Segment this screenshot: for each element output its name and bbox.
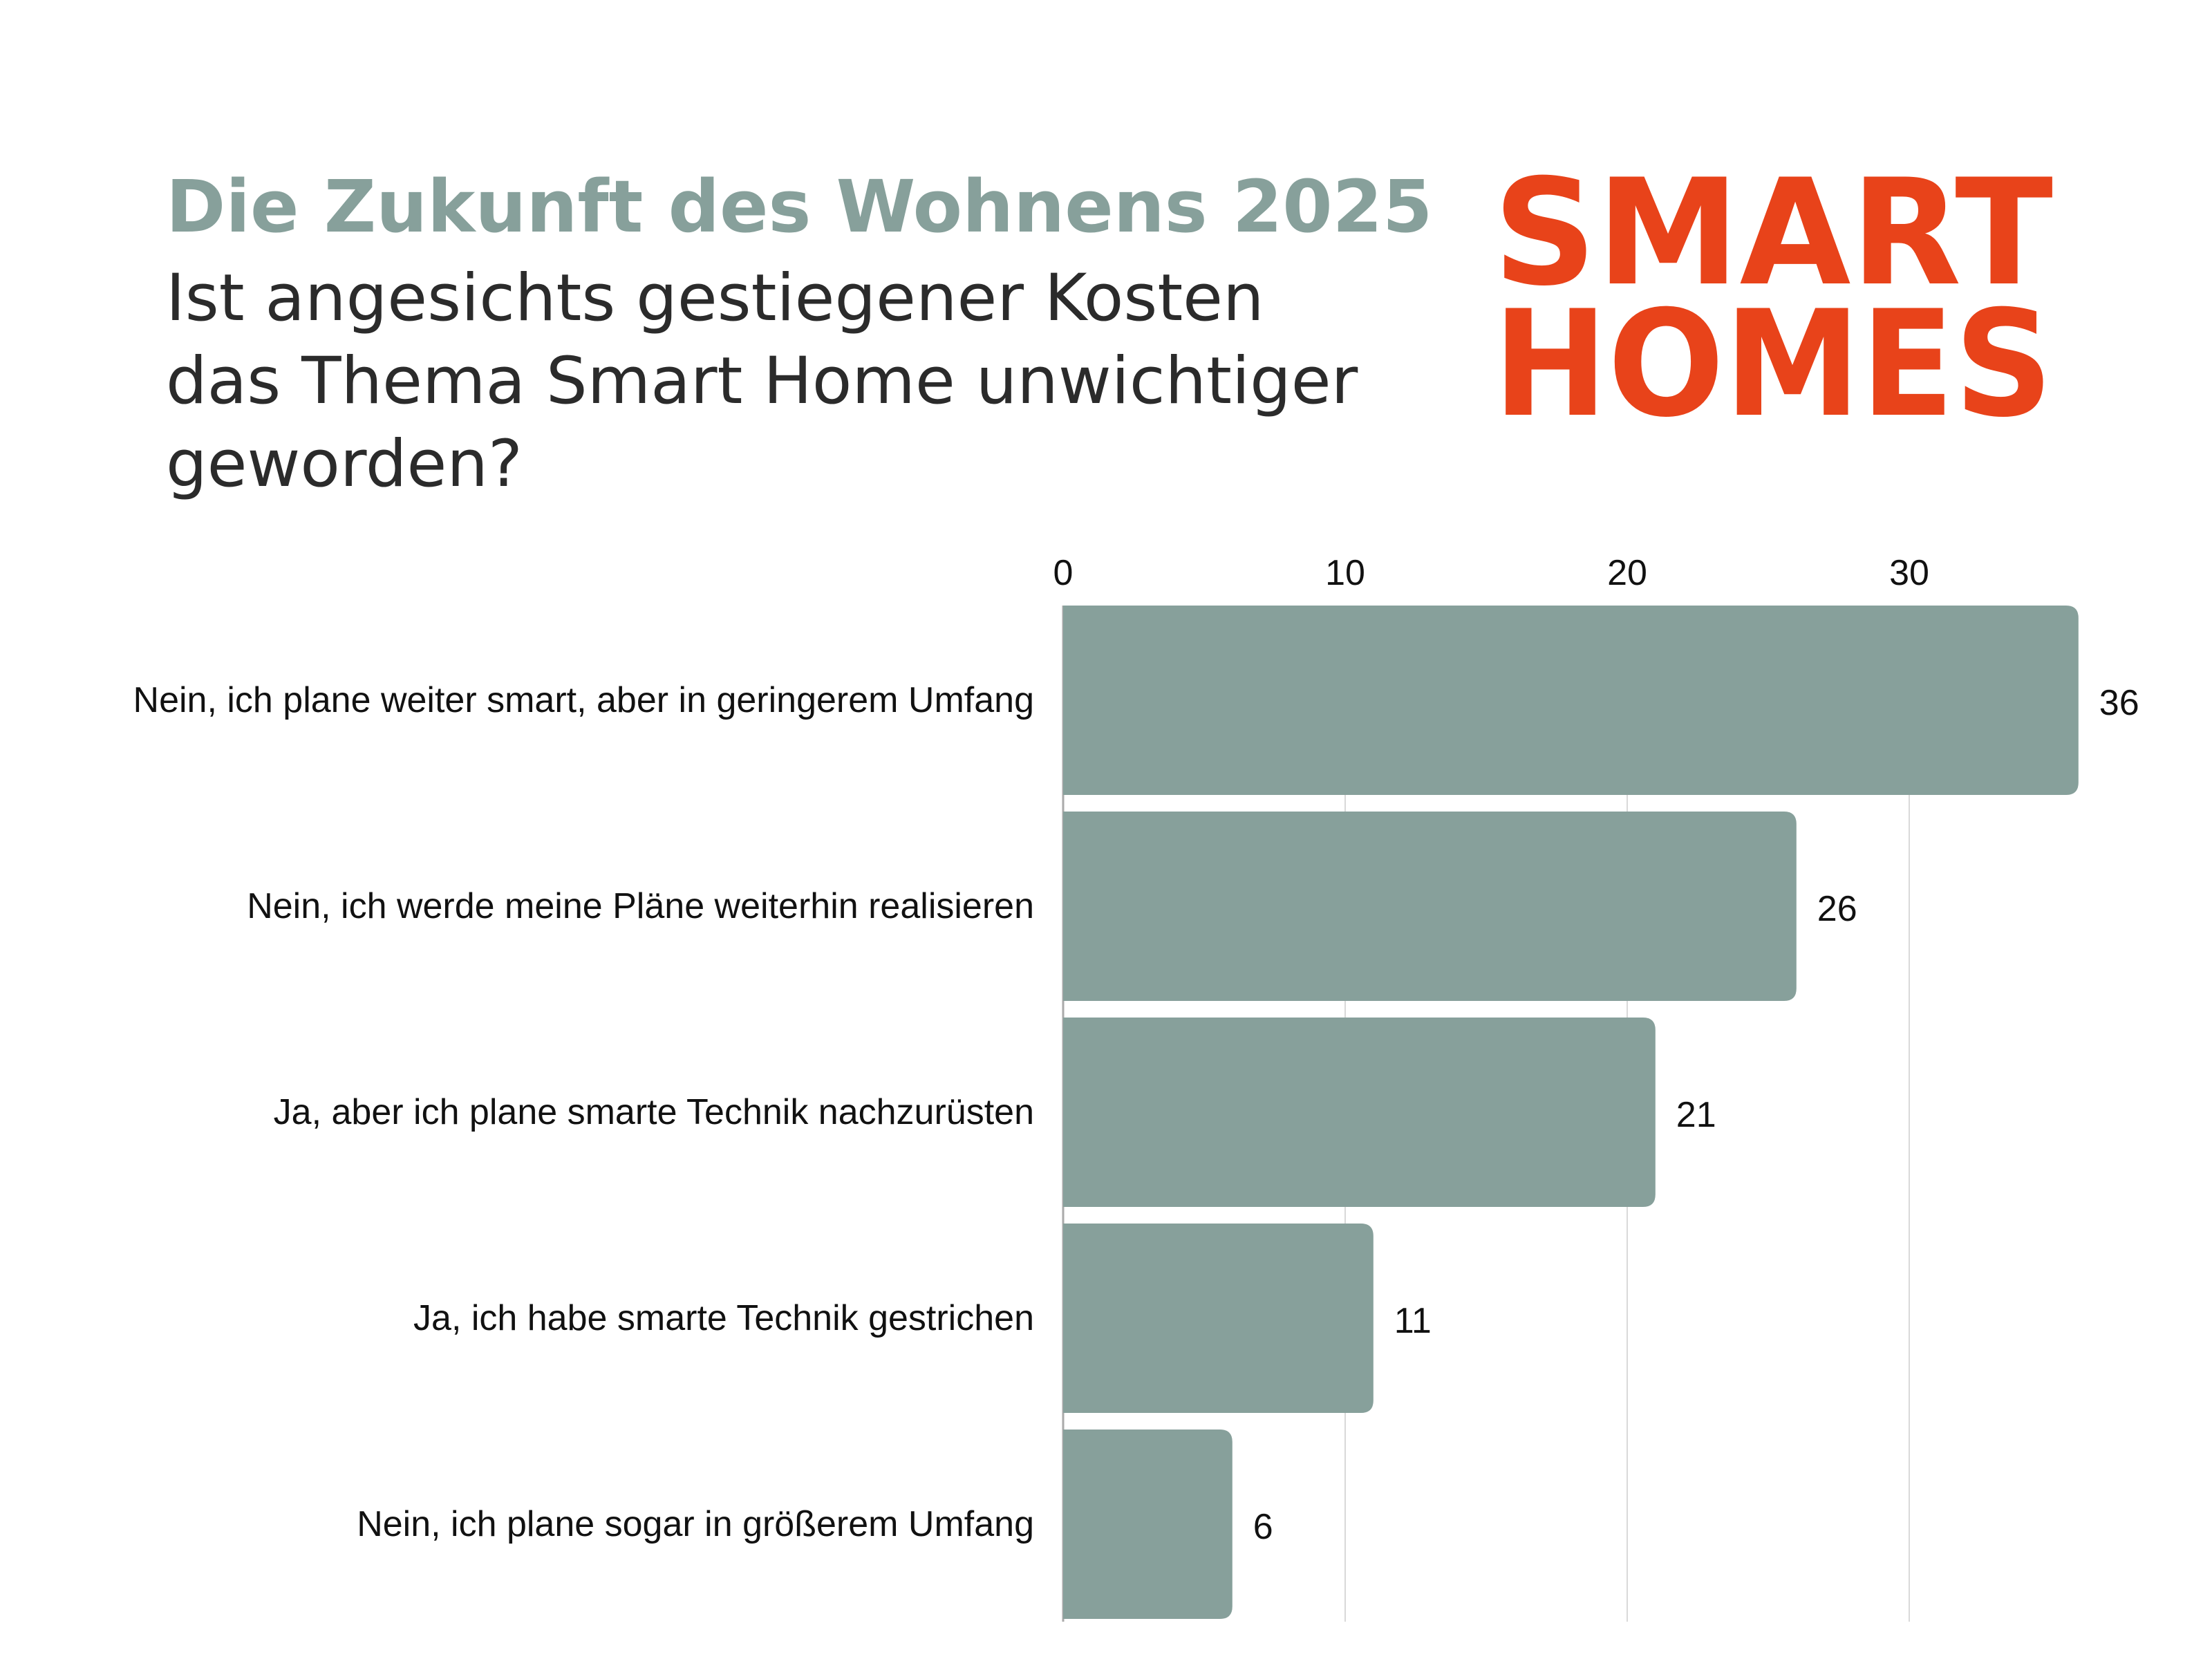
- category-label: Nein, ich plane weiter smart, aber in ge…: [133, 680, 1034, 720]
- logo-line-2: HOMES: [1493, 279, 2053, 429]
- bar: [1063, 1018, 1656, 1207]
- chart-kicker-title: Die Zukunft des Wohnens 2025: [166, 165, 1433, 249]
- x-tick-label: 30: [1889, 553, 1929, 593]
- x-tick-label: 20: [1607, 553, 1647, 593]
- data-label: 21: [1676, 1095, 1716, 1135]
- bar: [1063, 606, 2079, 795]
- bar: [1063, 1224, 1374, 1413]
- category-label: Nein, ich werde meine Pläne weiterhin re…: [247, 886, 1034, 926]
- category-label: Ja, aber ich plane smarte Technik nachzu…: [274, 1092, 1034, 1132]
- smart-homes-logo: SMART HOMES: [1493, 159, 2060, 429]
- bar-layer: [1063, 606, 2079, 1619]
- category-label: Ja, ich habe smarte Technik gestrichen: [413, 1298, 1034, 1338]
- data-label: 11: [1394, 1301, 1432, 1341]
- logo-graphic: SMART HOMES: [1493, 159, 2053, 429]
- x-tick-label: 0: [1053, 553, 1074, 593]
- data-label: 6: [1253, 1507, 1273, 1547]
- label-layer: 0 10 20 30 Nein, ich plane weiter smart, abe…: [133, 553, 2139, 1547]
- bar: [1063, 812, 1797, 1001]
- data-label: 36: [2099, 683, 2139, 723]
- logo-line-1: SMART: [1493, 159, 2053, 318]
- data-label: 26: [1817, 889, 1857, 929]
- category-label: Nein, ich plane sogar in größerem Umfang: [357, 1504, 1034, 1544]
- bar: [1063, 1430, 1232, 1619]
- x-tick-label: 10: [1325, 553, 1365, 593]
- chart-question-title: Ist angesichts gestiegener Kosten das Th…: [166, 261, 1358, 502]
